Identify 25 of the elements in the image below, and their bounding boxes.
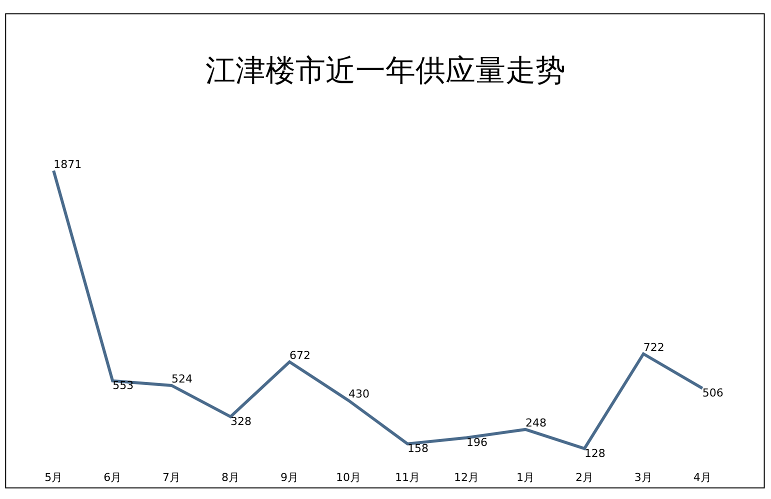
x-tick-label: 3月 bbox=[634, 471, 652, 484]
data-label: 158 bbox=[407, 442, 428, 456]
x-tick-label: 10月 bbox=[336, 471, 362, 484]
x-tick-label: 9月 bbox=[280, 471, 299, 484]
x-tick-label: 11月 bbox=[394, 471, 420, 484]
x-tick-label: 12月 bbox=[454, 471, 479, 484]
data-label: 672 bbox=[290, 349, 311, 362]
data-label: 722 bbox=[643, 341, 664, 354]
x-tick-label: 8月 bbox=[222, 471, 240, 484]
data-label: 1871 bbox=[54, 158, 82, 171]
data-label: 128 bbox=[584, 446, 606, 460]
data-label: 430 bbox=[348, 388, 370, 401]
data-label: 328 bbox=[230, 414, 252, 428]
x-tick-label: 4月 bbox=[693, 471, 712, 484]
x-tick-label: 6月 bbox=[104, 471, 122, 484]
data-label: 248 bbox=[525, 416, 546, 430]
x-tick-label: 2月 bbox=[575, 471, 594, 484]
x-tick-label: 5月 bbox=[44, 471, 63, 484]
data-label: 196 bbox=[466, 436, 488, 449]
x-tick-label: 1月 bbox=[516, 471, 534, 484]
chart-title: 江津楼市近一年供应量走势 bbox=[206, 53, 566, 88]
data-label: 524 bbox=[172, 372, 193, 386]
x-tick-label: 7月 bbox=[162, 471, 181, 484]
data-label: 506 bbox=[702, 386, 724, 400]
data-label: 553 bbox=[112, 379, 134, 392]
